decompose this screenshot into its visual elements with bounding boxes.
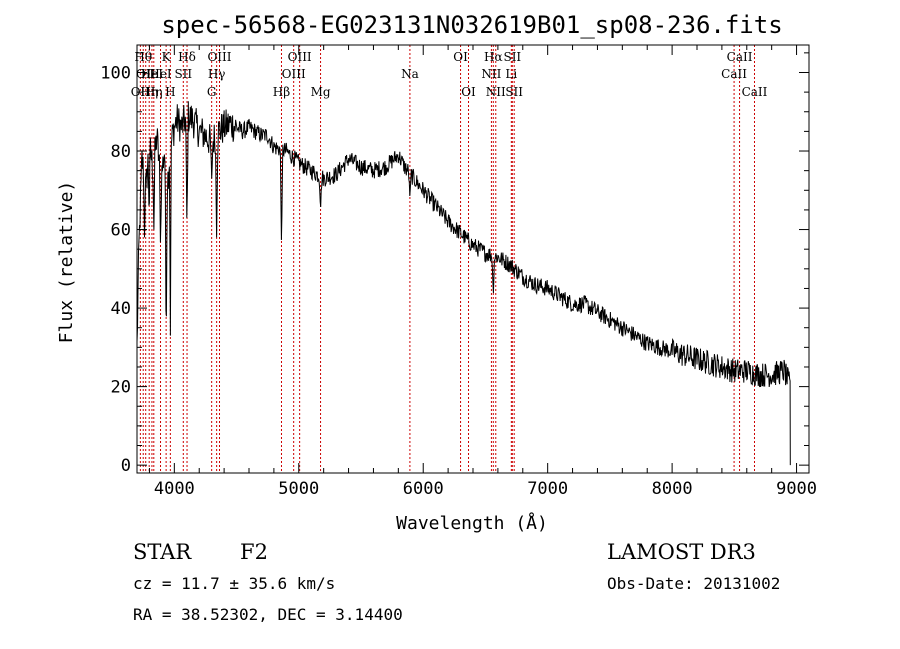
y-tick-label: 100 bbox=[100, 63, 131, 83]
x-tick-label: 5000 bbox=[278, 479, 319, 499]
spectral-line-markers bbox=[139, 45, 755, 473]
spectral-line-label: Hη bbox=[145, 85, 163, 99]
spectral-line-label: SII bbox=[505, 85, 523, 99]
spectral-line-label: Hα bbox=[484, 50, 503, 64]
object-class-text: STAR bbox=[133, 540, 192, 564]
spectral-line-label: NII bbox=[481, 67, 501, 81]
spectral-line-label: CaII bbox=[727, 50, 753, 64]
spectral-line-label: K bbox=[162, 50, 172, 64]
spectral-line-label: CaII bbox=[721, 67, 747, 81]
spectral-line-label: SII bbox=[503, 50, 521, 64]
spectral-line-label: SII bbox=[174, 67, 192, 81]
spectral-line-label: Hβ bbox=[273, 85, 290, 99]
spectral-line-label: H bbox=[165, 85, 175, 99]
y-tick-label: 60 bbox=[111, 221, 131, 241]
spectral-line-label: G bbox=[207, 85, 217, 99]
spectrum-line bbox=[136, 101, 791, 466]
y-axis-ticks: 0 20 40 60 80 100 bbox=[100, 52, 809, 476]
y-tick-label: 80 bbox=[111, 142, 131, 162]
spectral-line-label: CaII bbox=[742, 85, 768, 99]
x-axis-label: Wavelength (Å) bbox=[396, 512, 548, 534]
x-axis-ticks: 4000 5000 6000 7000 8000 9000 bbox=[148, 45, 817, 499]
spectral-line-label: Mg bbox=[311, 85, 331, 99]
spectral-line-label: Hη bbox=[140, 85, 158, 99]
spectral-line-label: OI bbox=[461, 85, 476, 99]
spectral-line-label: Li bbox=[505, 67, 517, 81]
spectral-line-label: Hγ bbox=[208, 67, 226, 81]
y-tick-label: 0 bbox=[121, 456, 131, 476]
redshift-text: cz = 11.7 ± 35.6 km/s bbox=[133, 574, 335, 593]
y-axis-label: Flux (relative) bbox=[56, 181, 77, 344]
x-tick-label: 9000 bbox=[776, 479, 817, 499]
spectral-line-label: OIII bbox=[282, 67, 306, 81]
spectral-line-label: NII bbox=[486, 85, 506, 99]
spectral-line-label: Na bbox=[401, 67, 419, 81]
plot-frame bbox=[136, 44, 810, 474]
x-tick-label: 6000 bbox=[403, 479, 444, 499]
y-tick-label: 40 bbox=[111, 299, 131, 319]
y-tick-label: 20 bbox=[111, 378, 131, 398]
spectral-line-label: HeI bbox=[141, 67, 164, 81]
x-tick-label: 4000 bbox=[154, 479, 195, 499]
survey-text: LAMOST DR3 bbox=[607, 540, 756, 564]
chart-title: spec-56568-EG023131N032619B01_sp08-236.f… bbox=[161, 11, 782, 39]
spectral-line-label: OIII bbox=[207, 50, 231, 64]
coords-text: RA = 38.52302, DEC = 3.14400 bbox=[133, 605, 403, 624]
x-tick-label: 7000 bbox=[527, 479, 568, 499]
spectral-line-label: OII bbox=[136, 67, 156, 81]
spectral-line-label: Hθ bbox=[134, 50, 152, 64]
obs-date-text: Obs-Date: 20131002 bbox=[607, 574, 780, 593]
spectral-line-labels: OIIHθOIIHηHeIHηHeIKHSIIHδGHγOIIIHβOIIIOI… bbox=[131, 50, 768, 99]
spectral-line-label: OIII bbox=[288, 50, 312, 64]
subclass-text: F2 bbox=[240, 540, 268, 564]
spectral-line-label: OI bbox=[453, 50, 468, 64]
spectral-line-label: Hδ bbox=[178, 50, 196, 64]
x-tick-label: 8000 bbox=[652, 479, 693, 499]
spectral-line-label: HeI bbox=[149, 67, 172, 81]
